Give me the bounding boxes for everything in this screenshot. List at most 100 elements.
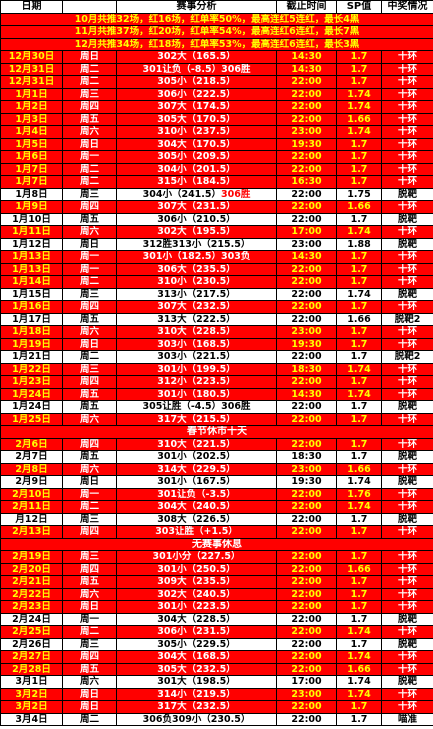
table-row: 2月6日 周四 310大（221.5） 22:00 1.7 十环 [0, 437, 433, 451]
weekday-cell: 周四 [62, 100, 117, 114]
sp-cell: 1.74 [336, 225, 382, 239]
table-row: 1月11日 周六 302大（195.5） 17:00 1.74 十环 [0, 225, 433, 239]
deadline-cell: 22:00 [276, 312, 337, 326]
date-cell: 1月23日 [0, 375, 63, 389]
result-cell: 脱靶2 [381, 350, 433, 364]
analysis-cell: 306小（222.5） [116, 87, 277, 101]
date-cell: 1月8日 [0, 187, 63, 201]
result-cell: 十环 [381, 87, 433, 101]
table-row: 1月12日 周日 312胜313小（215.5） 23:00 1.88 脱靶 [0, 237, 433, 251]
result-cell: 十环 [381, 562, 433, 576]
analysis-cell: 305小（209.5） [116, 150, 277, 164]
deadline-cell: 22:00 [276, 87, 337, 101]
analysis-cell: 306小（231.5） [116, 625, 277, 639]
weekday-cell: 周日 [62, 600, 117, 614]
weekday-cell: 周三 [62, 550, 117, 564]
result-cell: 十环 [381, 625, 433, 639]
analysis-cell: 302大（165.5） [116, 50, 277, 64]
date-cell: 2月8日 [0, 462, 63, 476]
sp-cell: 1.66 [336, 662, 382, 676]
table-row: 月12日 周三 308大（226.5） 22:00 1.7 脱靶 [0, 512, 433, 526]
sp-cell: 1.7 [336, 525, 382, 539]
result-cell: 十环 [381, 175, 433, 189]
table-row: 1月23日 周四 312小（223.5） 22:00 1.7 十环 [0, 375, 433, 389]
sp-cell: 1.66 [336, 562, 382, 576]
sp-cell: 1.74 [336, 125, 382, 139]
sp-cell: 1.7 [336, 587, 382, 601]
result-cell: 十环 [381, 700, 433, 714]
deadline-cell: 18:30 [276, 362, 337, 376]
summary-row: 10月共推32场，红16场，红单率50%，最高连红5连红，最长4黑 [0, 12, 433, 26]
sp-cell: 1.74 [336, 625, 382, 639]
result-cell: 十环 [381, 100, 433, 114]
weekday-cell: 周一 [62, 262, 117, 276]
table-row: 12月31日 周二 301让负（-8.5）306胜 14:30 1.7 十环 [0, 62, 433, 76]
result-cell: 十环 [381, 487, 433, 501]
table-row: 12月30日 周日 302大（165.5） 14:30 1.7 十环 [0, 50, 433, 64]
table-row: 2月22日 周六 302大（240.5） 22:00 1.7 十环 [0, 587, 433, 601]
deadline-cell: 22:00 [276, 162, 337, 176]
deadline-cell: 22:00 [276, 500, 337, 514]
weekday-cell: 周六 [62, 225, 117, 239]
result-cell: 十环 [381, 300, 433, 314]
weekday-cell: 周一 [62, 612, 117, 626]
result-cell: 喵准 [381, 712, 433, 726]
date-cell: 3月1日 [0, 675, 63, 689]
weekday-cell: 周六 [62, 587, 117, 601]
deadline-cell: 22:00 [276, 650, 337, 664]
deadline-cell: 14:30 [276, 387, 337, 401]
date-cell: 2月20日 [0, 562, 63, 576]
analysis-cell: 305大（170.5） [116, 112, 277, 126]
weekday-cell: 周四 [62, 437, 117, 451]
weekday-cell: 周二 [62, 500, 117, 514]
deadline-cell: 23:00 [276, 237, 337, 251]
result-cell: 脱靶 [381, 237, 433, 251]
analysis-cell: 306小（210.5） [116, 212, 277, 226]
analysis-cell: 304大（168.5） [116, 650, 277, 664]
deadline-cell: 19:30 [276, 137, 337, 151]
sp-cell: 1.7 [336, 250, 382, 264]
sp-cell: 1.7 [336, 150, 382, 164]
date-cell: 2月23日 [0, 600, 63, 614]
sp-cell: 1.74 [336, 87, 382, 101]
analysis-cell: 305让胜（-4.5）306胜 [116, 400, 277, 414]
table-row: 2月24日 周一 304大（228.5） 22:00 1.7 脱靶 [0, 612, 433, 626]
date-cell: 1月13日 [0, 262, 63, 276]
date-cell: 1月15日 [0, 287, 63, 301]
analysis-cell: 313小（217.5） [116, 287, 277, 301]
deadline-cell: 22:00 [276, 525, 337, 539]
weekday-cell: 周一 [62, 250, 117, 264]
sp-cell: 1.74 [336, 100, 382, 114]
weekday-cell: 周三 [62, 87, 117, 101]
weekday-cell: 周一 [62, 150, 117, 164]
deadline-cell: 22:00 [276, 612, 337, 626]
result-cell: 十环 [381, 200, 433, 214]
deadline-cell: 22:00 [276, 275, 337, 289]
weekday-cell: 周二 [62, 75, 117, 89]
table-row: 2月27日 周四 304大（168.5） 22:00 1.74 十环 [0, 650, 433, 664]
table-row: 1月6日 周一 305小（209.5） 22:00 1.7 十环 [0, 150, 433, 164]
deadline-cell: 22:00 [276, 437, 337, 451]
weekday-cell: 周六 [62, 325, 117, 339]
deadline-cell: 14:30 [276, 62, 337, 76]
date-cell: 12月30日 [0, 50, 63, 64]
analysis-cell: 313大（222.5） [116, 312, 277, 326]
date-cell: 12月31日 [0, 62, 63, 76]
sp-cell: 1.7 [336, 700, 382, 714]
analysis-cell: 304小（241.5）306胜 [116, 187, 277, 201]
date-cell: 1月17日 [0, 312, 63, 326]
weekday-cell: 周四 [62, 650, 117, 664]
weekday-cell: 周二 [62, 175, 117, 189]
sp-cell: 1.7 [336, 50, 382, 64]
sp-cell: 1.7 [336, 437, 382, 451]
weekday-cell: 周三 [62, 512, 117, 526]
date-cell: 3月2日 [0, 687, 63, 701]
separator-row: 春节休市十天 [0, 425, 433, 439]
result-cell: 十环 [381, 125, 433, 139]
sp-cell: 1.7 [336, 450, 382, 464]
date-cell: 2月13日 [0, 525, 63, 539]
weekday-cell: 周二 [62, 62, 117, 76]
date-cell: 2月28日 [0, 662, 63, 676]
